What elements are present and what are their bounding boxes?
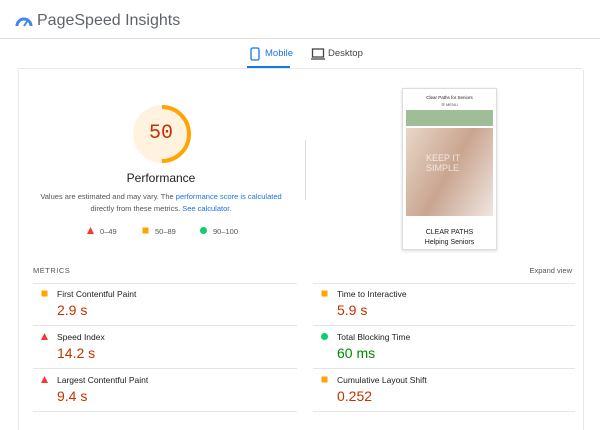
metric-separator [33, 368, 297, 369]
note-link[interactable]: See calculator. [182, 204, 232, 213]
gauge-arc [133, 105, 191, 163]
tab[interactable]: Desktop [328, 48, 363, 59]
tab[interactable]: Mobile [265, 48, 293, 59]
preview-banner [406, 110, 493, 126]
square [321, 376, 328, 383]
tabs-border [18, 68, 582, 69]
note-text: Values are estimated and may vary. The [40, 192, 176, 201]
triangle [87, 227, 94, 234]
gauge-bg [133, 105, 191, 163]
logo [15, 17, 33, 27]
preview-site-title: Clear Paths for Seniors [426, 95, 473, 100]
metric-separator [313, 411, 575, 412]
square [41, 290, 48, 297]
preview-name: CLEAR PATHS [425, 229, 474, 236]
rating-icon [200, 227, 207, 234]
note: Values are estimated and may vary. The p… [36, 191, 286, 215]
preview-image: KEEP IT SIMPLE [406, 128, 493, 216]
metric-name: Time to Interactive [337, 289, 407, 299]
tab-icon [311, 48, 325, 60]
metrics-title: METRICS [33, 266, 71, 275]
metric-value: 60 ms [337, 345, 376, 361]
preview-hero: KEEP IT SIMPLE [426, 153, 461, 173]
metric-separator [313, 283, 575, 284]
score-value: 50 [148, 122, 173, 145]
gauge [133, 105, 191, 163]
metric-name: First Contentful Paint [57, 289, 137, 299]
rating-icon [321, 376, 328, 383]
rating-icon [41, 333, 48, 340]
metric-separator [33, 283, 297, 284]
tab-underline [247, 66, 290, 68]
rating-icon [321, 333, 328, 340]
monitor-icon [311, 48, 325, 58]
metric-value: 5.9 s [337, 302, 368, 318]
metric-name: Speed Index [57, 332, 105, 342]
metric-separator [33, 411, 297, 412]
preview-menu: ☰ MENU [441, 102, 458, 107]
square [321, 290, 328, 297]
divider [305, 140, 306, 200]
score-label: Performance [126, 171, 196, 185]
metric-name: Total Blocking Time [337, 332, 411, 342]
metric-separator [313, 368, 575, 369]
legend-label: 50–89 [155, 227, 176, 236]
rating-icon [87, 227, 94, 234]
metric-value: 14.2 s [57, 345, 96, 361]
rating-icon [41, 376, 48, 383]
metric-separator [313, 325, 575, 326]
metric-name: Largest Contentful Paint [57, 375, 149, 385]
panel [18, 70, 584, 430]
preview-tagline: Helping Seniors [424, 239, 475, 246]
preview-menu-label: MENU [445, 102, 458, 107]
tab-icon [250, 47, 260, 61]
metric-value: 0.252 [337, 388, 373, 404]
metric-name: Cumulative Layout Shift [337, 375, 427, 385]
rating-icon [142, 227, 149, 234]
circle [200, 227, 207, 234]
app-title: PageSpeed Insights [37, 12, 181, 29]
square [142, 227, 149, 234]
legend-label: 90–100 [213, 227, 239, 236]
note-link[interactable]: performance score is calculated [175, 192, 282, 201]
circle [321, 333, 328, 340]
triangle [41, 376, 48, 383]
rating-icon [41, 290, 48, 297]
header: PageSpeed Insights [0, 0, 600, 39]
phone-icon [250, 47, 260, 61]
preview: Clear Paths for Seniors ☰ MENU KEEP IT S… [402, 88, 497, 250]
note-text: directly from these metrics. [90, 204, 183, 213]
expand-view[interactable]: Expand view [529, 266, 572, 275]
triangle [41, 333, 48, 340]
legend-label: 0–49 [100, 227, 117, 236]
rating-icon [321, 290, 328, 297]
metric-value: 2.9 s [57, 302, 88, 318]
metric-value: 9.4 s [57, 388, 88, 404]
metric-separator [33, 325, 297, 326]
